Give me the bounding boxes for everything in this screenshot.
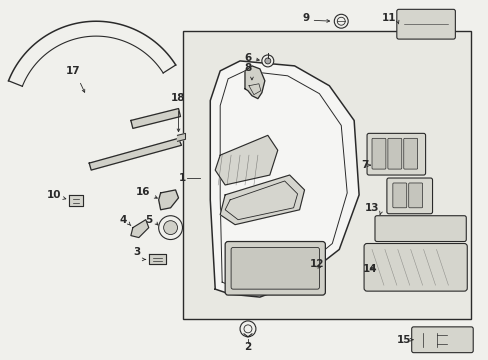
Polygon shape <box>220 175 304 225</box>
FancyBboxPatch shape <box>387 138 401 169</box>
Text: 4: 4 <box>119 215 127 225</box>
FancyBboxPatch shape <box>371 138 385 169</box>
Text: 11: 11 <box>381 13 395 23</box>
Text: 1: 1 <box>179 173 186 183</box>
Text: 10: 10 <box>47 190 61 200</box>
FancyBboxPatch shape <box>364 243 467 291</box>
FancyBboxPatch shape <box>366 133 425 175</box>
FancyBboxPatch shape <box>224 242 325 295</box>
FancyBboxPatch shape <box>392 183 406 208</box>
Polygon shape <box>89 138 181 170</box>
Text: 13: 13 <box>364 203 378 213</box>
FancyBboxPatch shape <box>411 327 472 353</box>
Polygon shape <box>131 220 148 238</box>
Polygon shape <box>210 61 358 297</box>
FancyBboxPatch shape <box>396 9 454 39</box>
Text: 3: 3 <box>133 247 141 257</box>
Polygon shape <box>158 190 178 210</box>
Circle shape <box>264 58 270 64</box>
FancyBboxPatch shape <box>374 216 466 242</box>
Polygon shape <box>177 133 185 141</box>
Circle shape <box>262 55 273 67</box>
Polygon shape <box>148 255 165 264</box>
Text: 8: 8 <box>244 63 251 73</box>
Circle shape <box>337 17 345 25</box>
Polygon shape <box>215 135 277 185</box>
Circle shape <box>158 216 182 239</box>
Text: 17: 17 <box>66 66 81 76</box>
Circle shape <box>163 221 177 235</box>
Text: 9: 9 <box>302 13 309 23</box>
Bar <box>183 31 470 319</box>
Circle shape <box>334 14 347 28</box>
FancyBboxPatch shape <box>231 247 319 289</box>
Text: 14: 14 <box>362 264 376 274</box>
Text: 16: 16 <box>136 187 150 197</box>
Circle shape <box>240 321 255 337</box>
FancyBboxPatch shape <box>408 183 422 208</box>
FancyBboxPatch shape <box>403 138 417 169</box>
Text: 5: 5 <box>145 215 152 225</box>
Polygon shape <box>244 66 264 99</box>
Polygon shape <box>69 195 83 206</box>
Circle shape <box>244 325 251 333</box>
Text: 2: 2 <box>244 342 251 352</box>
Polygon shape <box>131 109 180 129</box>
Text: 12: 12 <box>309 259 324 269</box>
Text: 6: 6 <box>244 53 251 63</box>
FancyBboxPatch shape <box>386 178 432 214</box>
Text: 7: 7 <box>361 160 368 170</box>
Text: 15: 15 <box>396 335 411 345</box>
Text: 18: 18 <box>171 93 185 103</box>
